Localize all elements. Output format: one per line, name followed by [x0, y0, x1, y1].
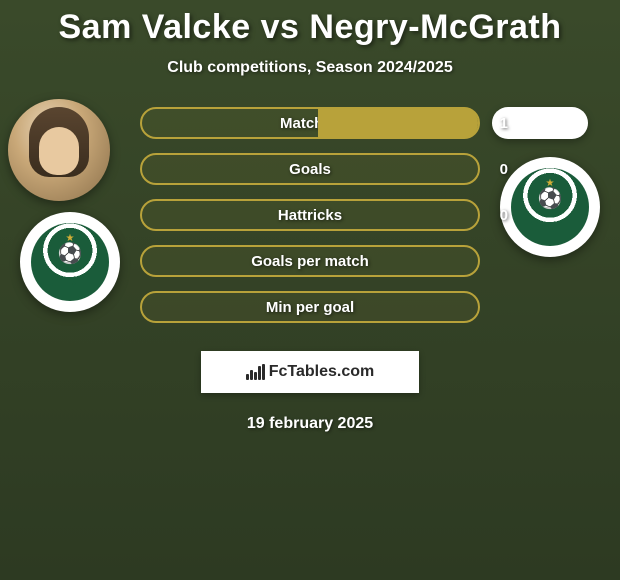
stat-label: Goals per match	[251, 253, 369, 270]
wreath-icon: ❧❧	[47, 269, 94, 297]
stat-value-right: 0	[500, 161, 508, 178]
stat-row-goals: Goals 0	[140, 153, 480, 185]
stat-row-goals-per-match: Goals per match	[140, 245, 480, 277]
stat-fill-right	[318, 107, 478, 139]
date-text: 19 february 2025	[0, 415, 620, 433]
player1-club-badge: ❧❧	[20, 212, 120, 312]
fctables-link[interactable]: FcTables.com	[201, 351, 419, 393]
fctables-icon	[246, 364, 265, 380]
stat-label: Goals	[289, 161, 331, 178]
comparison-title: Sam Valcke vs Negry-McGrath	[0, 0, 620, 47]
fctables-text: FcTables.com	[269, 363, 375, 381]
wreath-icon: ❧❧	[527, 214, 574, 242]
club-badge-icon: ❧❧	[31, 223, 109, 301]
stat-row-hattricks: Hattricks 0	[140, 199, 480, 231]
stat-value-right: 0	[500, 207, 508, 224]
player1-photo	[8, 99, 110, 201]
stat-label: Min per goal	[266, 299, 354, 316]
stat-row-min-per-goal: Min per goal	[140, 291, 480, 323]
stat-value-right: 1	[500, 115, 508, 132]
comparison-area: ❧❧ ❧❧ Matches 1 Goals 0 Hattricks 0 Goal…	[0, 107, 620, 323]
stat-row-matches: Matches 1	[140, 107, 480, 139]
vs-text: vs	[261, 8, 300, 46]
player2-club-badge: ❧❧	[500, 157, 600, 257]
subtitle: Club competitions, Season 2024/2025	[0, 59, 620, 77]
player2-name: Negry-McGrath	[309, 8, 561, 46]
stat-label: Hattricks	[278, 207, 342, 224]
player1-name: Sam Valcke	[59, 8, 251, 46]
club-badge-icon: ❧❧	[511, 168, 589, 246]
stats-container: Matches 1 Goals 0 Hattricks 0 Goals per …	[140, 107, 480, 323]
